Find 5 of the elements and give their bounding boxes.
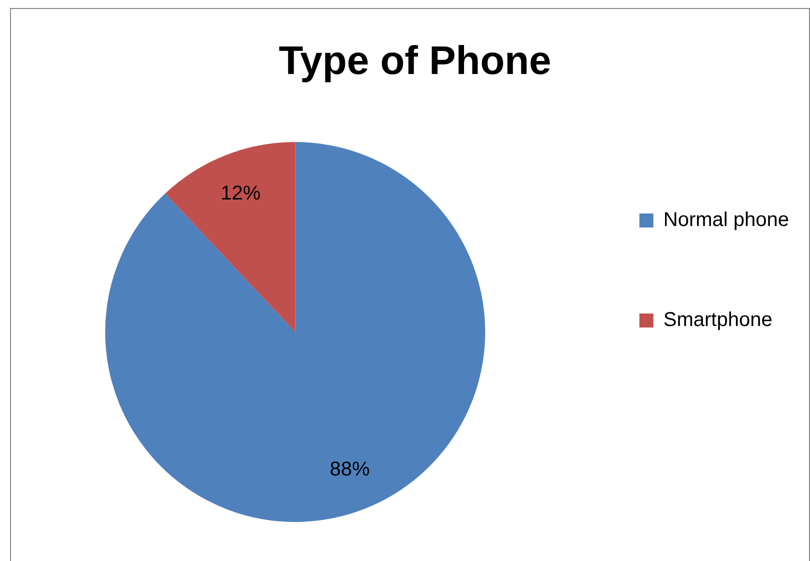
- data-label: 88%: [330, 458, 370, 480]
- data-label: 12%: [220, 182, 261, 205]
- legend-label: Smartphone: [663, 309, 772, 332]
- legend-label: Normal phone: [663, 209, 789, 232]
- chart-title: Type of Phone: [278, 39, 552, 84]
